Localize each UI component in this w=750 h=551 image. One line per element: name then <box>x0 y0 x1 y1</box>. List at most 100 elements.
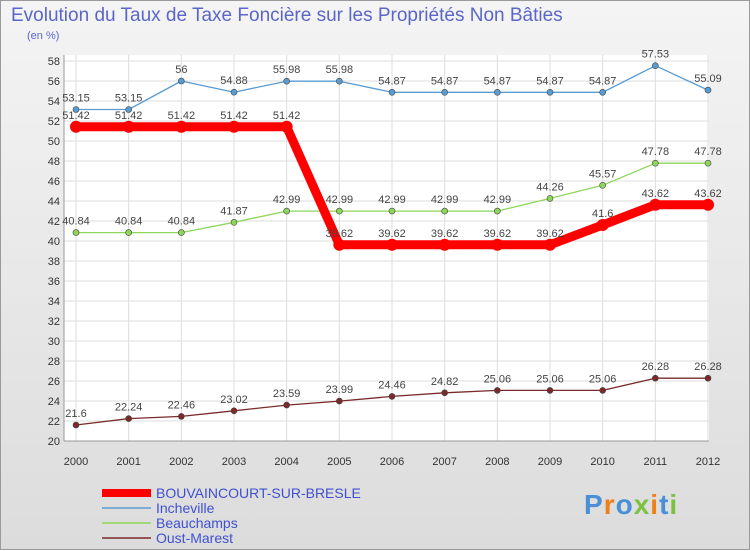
data-label: 24.82 <box>431 376 459 388</box>
data-label: 23.99 <box>326 384 354 396</box>
logo-letter: i <box>669 489 679 520</box>
x-tick-label: 2010 <box>590 456 614 468</box>
data-point <box>178 77 185 85</box>
data-label: 53.15 <box>62 93 90 105</box>
data-point <box>704 159 712 167</box>
data-point <box>178 413 185 420</box>
legend-label: BOUVAINCOURT-SUR-BRESLE <box>156 485 361 501</box>
data-label: 43.62 <box>642 188 670 200</box>
data-point <box>441 89 448 96</box>
data-label: 40.84 <box>168 216 196 228</box>
data-label: 42.99 <box>273 194 301 206</box>
y-tick-label: 46 <box>48 176 60 188</box>
data-point <box>122 120 135 133</box>
legend-label: Incheville <box>156 500 215 516</box>
y-tick-label: 54 <box>48 96 60 108</box>
legend-label: Oust-Marest <box>156 530 233 546</box>
data-point <box>599 182 606 189</box>
data-label: 23.59 <box>273 388 301 400</box>
y-tick-label: 22 <box>48 416 60 428</box>
data-label: 42.99 <box>326 194 354 206</box>
data-label: 55.98 <box>273 64 301 76</box>
x-tick-label: 2012 <box>696 456 720 468</box>
data-point <box>230 407 238 415</box>
data-label: 56 <box>175 64 187 76</box>
y-tick-label: 42 <box>48 216 60 228</box>
data-label: 57.53 <box>642 49 670 61</box>
data-label: 26.28 <box>694 361 722 373</box>
legend-item: BOUVAINCOURT-SUR-BRESLE <box>102 485 361 501</box>
y-axis-unit-label: (en %) <box>27 30 60 42</box>
x-tick-label: 2000 <box>64 456 88 468</box>
y-tick-label: 38 <box>48 256 60 268</box>
data-label: 47.78 <box>642 146 670 158</box>
x-tick-label: 2006 <box>380 456 404 468</box>
data-point <box>652 62 659 69</box>
data-point <box>336 207 343 215</box>
data-label: 45.57 <box>589 168 617 180</box>
y-tick-label: 50 <box>48 136 60 148</box>
data-point <box>438 238 451 251</box>
data-point <box>704 86 712 94</box>
x-tick-label: 2008 <box>485 456 509 468</box>
data-point <box>178 229 185 236</box>
data-label: 42.99 <box>431 194 459 206</box>
data-label: 24.46 <box>378 379 406 391</box>
data-label: 21.6 <box>65 408 86 420</box>
legend-item: Oust-Marest <box>102 530 233 546</box>
series-oust-marest: 21.6 22.24 22.46 23.02 23.59 23.99 24.46 24.82 2… <box>65 361 722 429</box>
data-label: 39.62 <box>536 228 564 240</box>
data-label: 26.28 <box>642 361 670 373</box>
data-point <box>546 89 554 96</box>
y-tick-label: 20 <box>48 436 60 448</box>
logo-letter: x <box>633 489 651 520</box>
y-tick-label: 52 <box>48 116 60 128</box>
data-point <box>72 229 80 236</box>
data-label: 23.02 <box>220 394 248 406</box>
data-label: 51.42 <box>62 110 90 122</box>
data-label: 54.87 <box>536 75 564 87</box>
data-label: 25.06 <box>536 373 564 385</box>
data-label: 53.15 <box>115 93 143 105</box>
data-label: 22.46 <box>168 399 196 411</box>
data-label: 44.26 <box>536 181 564 193</box>
data-point <box>491 238 504 251</box>
y-tick-label: 44 <box>48 196 60 208</box>
y-tick-label: 34 <box>48 296 60 308</box>
data-point <box>72 421 80 429</box>
x-tick-label: 2009 <box>538 456 562 468</box>
data-label: 25.06 <box>484 373 512 385</box>
data-point <box>652 159 659 167</box>
y-tick-label: 30 <box>48 336 60 348</box>
data-point <box>652 374 659 382</box>
series-beauchamps: 40.84 40.84 40.84 41.87 42.99 42.99 42.99 42.99… <box>62 146 722 236</box>
data-point <box>283 77 290 85</box>
data-point <box>388 89 396 96</box>
data-label: 42.99 <box>378 194 406 206</box>
data-point <box>546 387 554 394</box>
y-tick-label: 58 <box>48 56 60 68</box>
y-tick-label: 36 <box>48 276 60 288</box>
y-tick-label: 56 <box>48 76 60 88</box>
y-tick-label: 28 <box>48 356 60 368</box>
logo-letter: t <box>659 489 670 520</box>
data-point <box>230 219 238 226</box>
data-point <box>280 120 293 133</box>
data-label: 41.87 <box>220 205 248 217</box>
data-label: 39.62 <box>326 228 354 240</box>
proxiti-logo: Proxiti <box>584 489 678 521</box>
data-point <box>441 207 448 215</box>
data-label: 55.09 <box>694 73 722 85</box>
data-label: 55.98 <box>326 64 354 76</box>
data-label: 54.87 <box>431 75 459 87</box>
data-point <box>125 229 132 236</box>
series-bouvaincourt-sur-bresle: 51.42 51.42 51.42 51.42 51.42 39.62 39.62 39.62… <box>62 110 722 251</box>
data-label: 54.87 <box>378 75 406 87</box>
data-point <box>283 401 290 409</box>
data-point <box>494 387 501 394</box>
data-point <box>125 415 132 422</box>
data-point <box>228 120 240 133</box>
data-label: 39.62 <box>378 228 406 240</box>
data-label: 40.84 <box>115 216 143 228</box>
data-point <box>336 77 343 85</box>
